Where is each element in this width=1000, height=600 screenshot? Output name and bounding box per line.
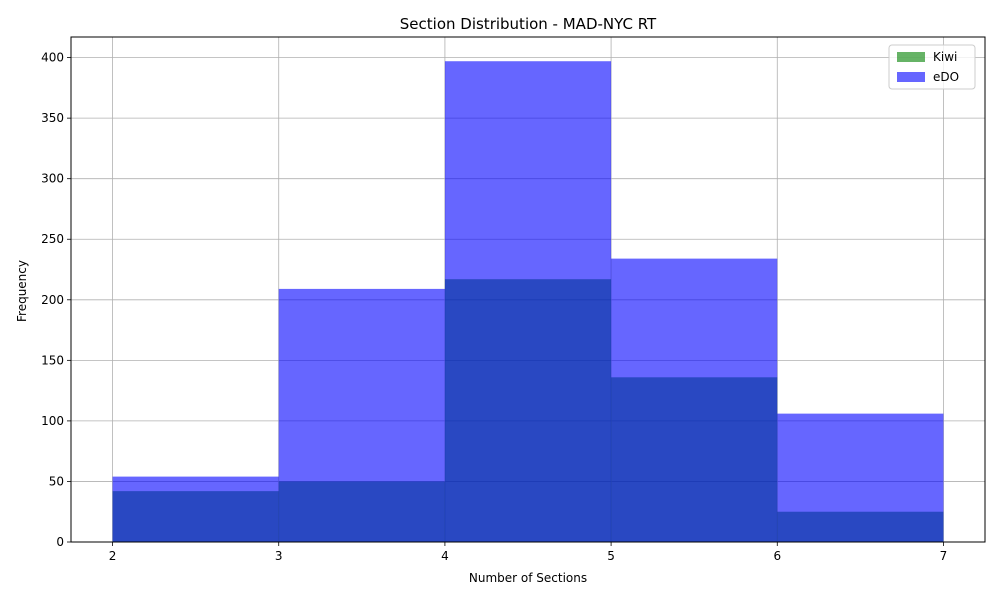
x-axis-label: Number of Sections	[469, 571, 587, 585]
x-tick-label: 3	[275, 549, 283, 563]
legend-label-kiwi: Kiwi	[933, 50, 957, 64]
bar-edo-4	[611, 258, 778, 542]
y-tick-label: 50	[49, 474, 64, 488]
legend-box	[888, 44, 976, 90]
bars-group	[112, 61, 944, 543]
x-ticks: 2 3 4 5 6 7	[109, 542, 948, 563]
legend-swatch-edo	[897, 72, 925, 82]
x-tick-label: 4	[441, 549, 449, 563]
x-tick-label: 5	[607, 549, 615, 563]
y-tick-label: 0	[56, 535, 64, 549]
x-tick-label: 2	[109, 549, 117, 563]
legend-swatch-kiwi	[897, 52, 925, 62]
bar-edo-5	[777, 413, 944, 542]
bar-edo-1	[112, 476, 279, 542]
y-tick-label: 250	[41, 232, 64, 246]
x-tick-label: 7	[940, 549, 948, 563]
y-tick-label: 100	[41, 414, 64, 428]
y-tick-label: 350	[41, 111, 64, 125]
y-tick-label: 300	[41, 172, 64, 186]
y-tick-label: 150	[41, 353, 64, 367]
y-axis-label: Frequency	[15, 260, 29, 322]
y-tick-label: 200	[41, 293, 64, 307]
plot-frame	[70, 36, 986, 543]
chart-title: Section Distribution - MAD-NYC RT	[400, 15, 657, 33]
legend-label-edo: eDO	[933, 70, 959, 84]
y-tick-label: 400	[41, 51, 64, 65]
legend: Kiwi eDO	[888, 44, 976, 90]
x-tick-label: 6	[773, 549, 781, 563]
bar-edo-3	[444, 61, 612, 543]
bar-edo-2	[278, 288, 445, 542]
y-ticks: 0 50 100 150 200 250 300 350 400	[41, 51, 71, 549]
